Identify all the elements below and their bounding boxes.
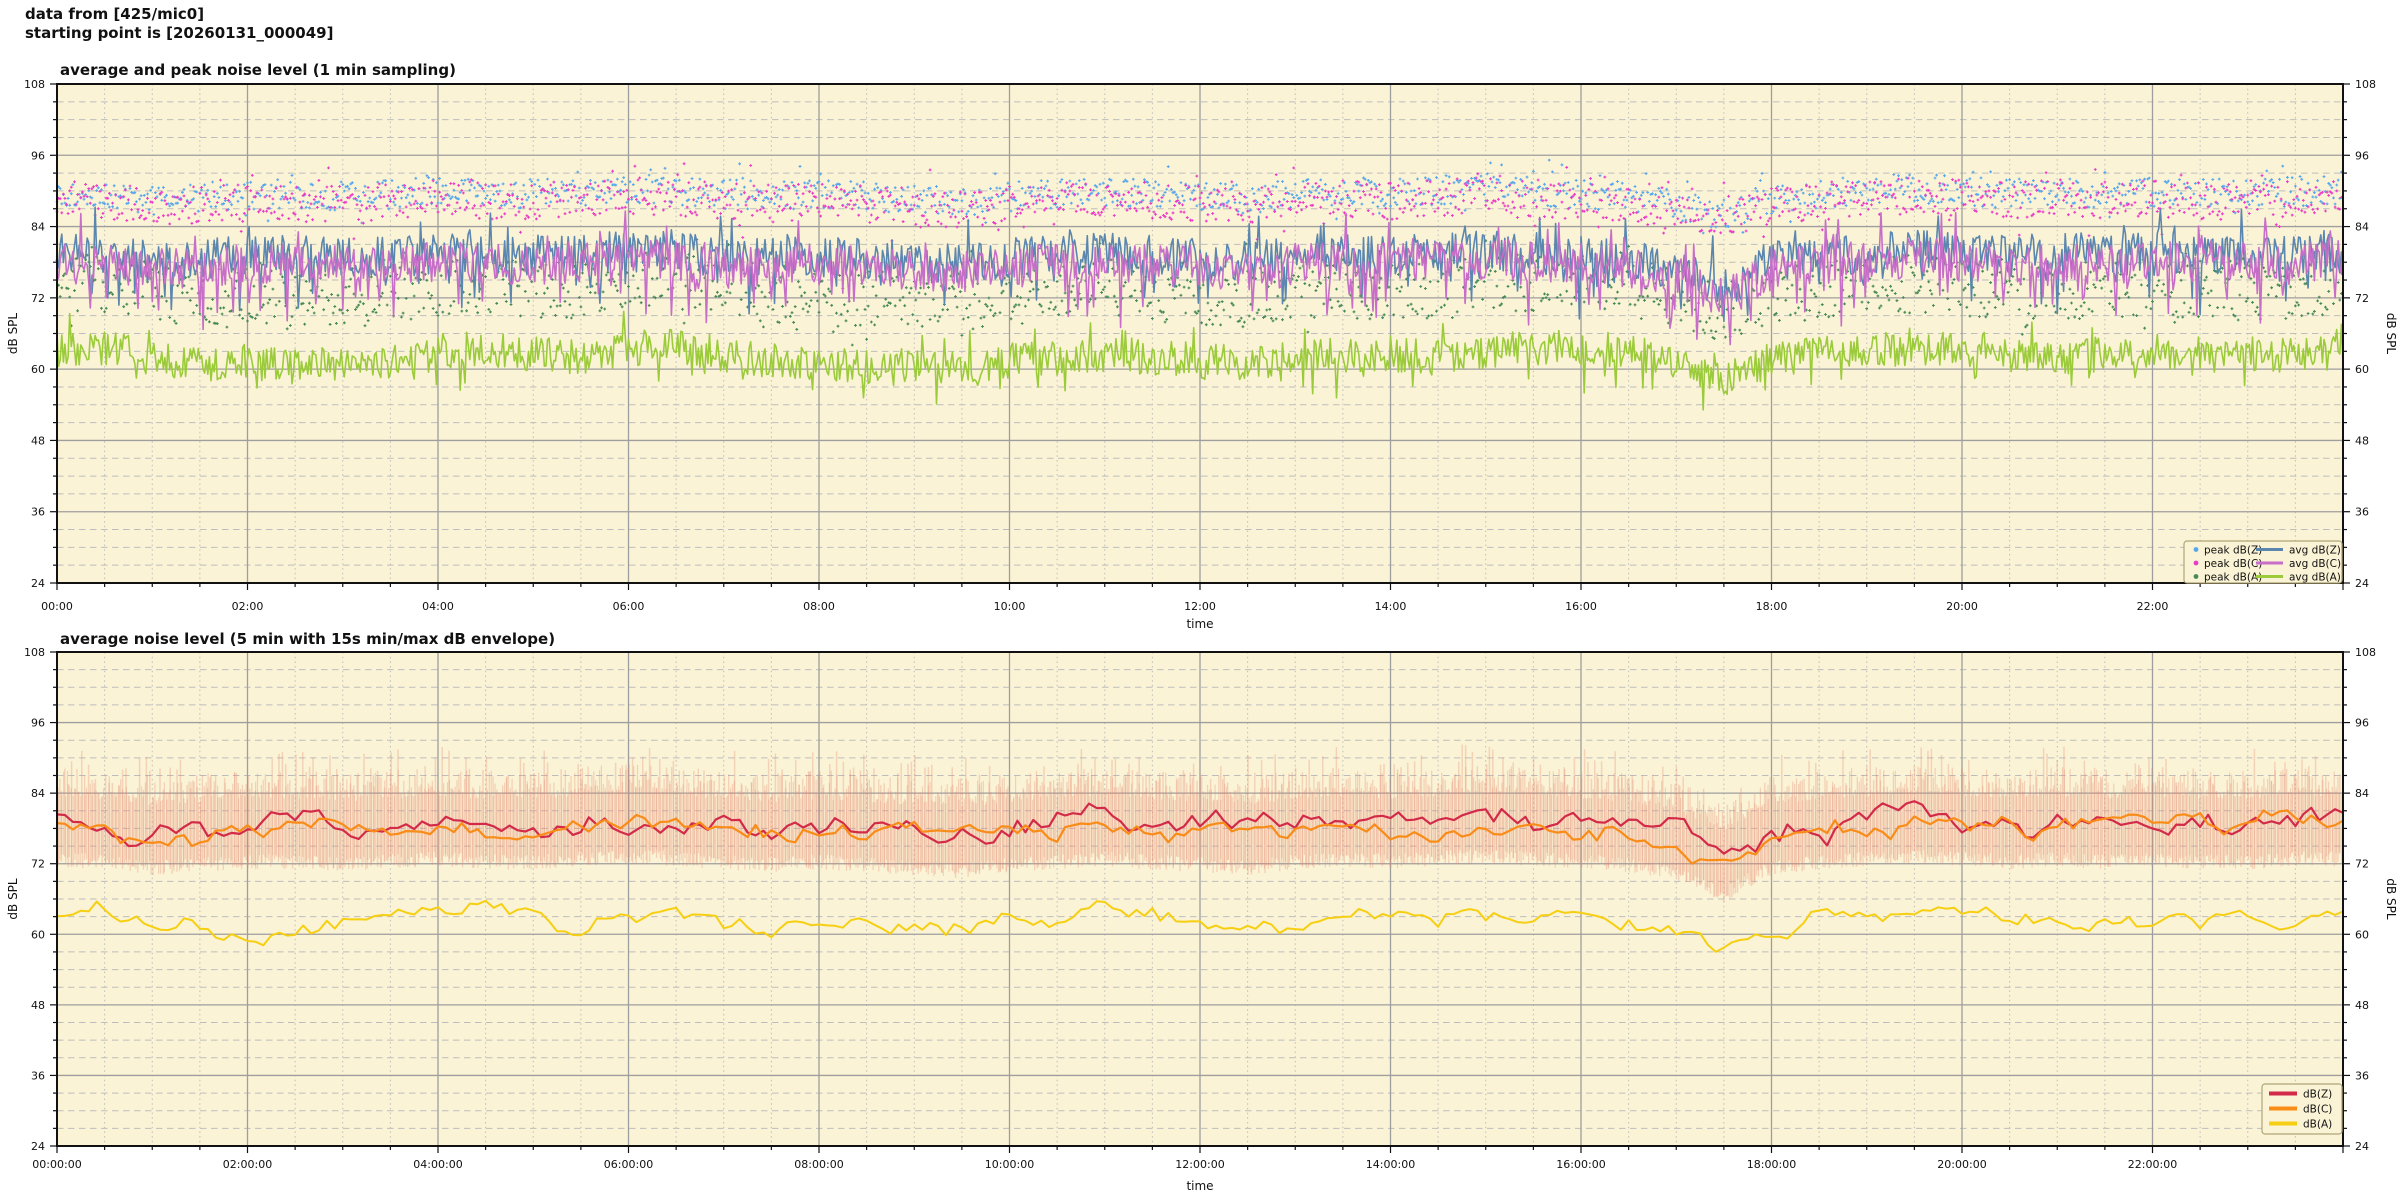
y-axis-title-left: dB SPL xyxy=(6,878,20,920)
x-tick-label: 16:00 xyxy=(1565,600,1597,613)
x-tick-label: 04:00 xyxy=(422,600,454,613)
chart-average-peak: 24 24 36 36 48 48 60 60 72 72 84 84 96 96 108 108 00:00 0… xyxy=(6,61,2398,631)
x-tick-label: 18:00 xyxy=(1756,600,1788,613)
legend-entry-label: avg dB(Z) xyxy=(2289,544,2341,556)
x-tick-label: 10:00:00 xyxy=(985,1158,1034,1171)
legend-entry-label: dB(A) xyxy=(2303,1118,2332,1130)
series-db-c- xyxy=(56,809,2344,865)
chart-title: average noise level (5 min with 15s min/… xyxy=(60,630,555,648)
y-tick-label-right: 60 xyxy=(2355,928,2369,941)
x-tick-label: 08:00 xyxy=(803,600,835,613)
y-tick-label-left: 48 xyxy=(31,434,45,447)
grid-major xyxy=(57,84,2343,583)
y-axis-title-left: dB SPL xyxy=(6,313,20,355)
x-tick-label: 02:00 xyxy=(232,600,264,613)
x-tick-label: 10:00 xyxy=(994,600,1026,613)
y-tick-label-right: 48 xyxy=(2355,434,2369,447)
x-tick-label: 12:00 xyxy=(1184,600,1216,613)
x-tick-label: 14:00 xyxy=(1375,600,1407,613)
legend-entry-label: peak dB(Z) xyxy=(2204,544,2262,556)
y-tick-label-left: 24 xyxy=(31,1140,45,1153)
y-tick-label-left: 108 xyxy=(24,646,45,659)
x-tick-label: 16:00:00 xyxy=(1556,1158,1605,1171)
legend-marker-dot xyxy=(2193,574,2199,579)
header-line-1: data from [425/mic0] xyxy=(25,5,205,23)
grid-major xyxy=(57,652,2343,1146)
x-tick-label: 22:00:00 xyxy=(2128,1158,2177,1171)
legend-entry-label: peak dB(C) xyxy=(2204,558,2262,570)
y-tick-label-left: 96 xyxy=(31,717,45,730)
x-tick-label: 06:00:00 xyxy=(604,1158,653,1171)
y-tick-label-left: 96 xyxy=(31,149,45,162)
series-db-a- xyxy=(56,899,2344,953)
x-axis-title: time xyxy=(1186,617,1213,631)
legend-marker-dot xyxy=(2193,547,2199,552)
figure-header: data from [425/mic0] starting point is [2… xyxy=(25,5,333,43)
legend-marker-dot xyxy=(2193,560,2199,566)
y-tick-label-right: 72 xyxy=(2355,292,2369,305)
y-tick-label-left: 108 xyxy=(24,78,45,91)
x-tick-label: 00:00 xyxy=(41,600,73,613)
y-tick-label-right: 24 xyxy=(2355,577,2369,590)
y-tick-label-right: 72 xyxy=(2355,858,2369,871)
axis-ticks xyxy=(50,83,2350,590)
y-tick-label-right: 60 xyxy=(2355,363,2369,376)
y-tick-label-right: 36 xyxy=(2355,506,2369,519)
legend-entry-label: peak dB(A) xyxy=(2204,571,2262,583)
x-tick-label: 20:00 xyxy=(1946,600,1978,613)
x-tick-label: 06:00 xyxy=(613,600,645,613)
series-db-z- xyxy=(56,800,2344,855)
series-avg-db-c- xyxy=(56,210,2344,346)
y-axis-title-right: dB SPL xyxy=(2384,313,2398,355)
x-tick-label: 14:00:00 xyxy=(1366,1158,1415,1171)
x-tick-label: 08:00:00 xyxy=(794,1158,843,1171)
header-line-2: starting point is [20260131_000049] xyxy=(25,24,334,42)
y-tick-label-right: 108 xyxy=(2355,78,2376,91)
y-tick-label-right: 84 xyxy=(2355,221,2369,234)
y-tick-label-left: 60 xyxy=(31,363,45,376)
y-tick-label-left: 48 xyxy=(31,999,45,1012)
x-tick-label: 04:00:00 xyxy=(413,1158,462,1171)
y-tick-label-left: 36 xyxy=(31,506,45,519)
legend-entry-label: dB(C) xyxy=(2303,1103,2332,1115)
x-tick-label: 18:00:00 xyxy=(1747,1158,1796,1171)
y-tick-label-left: 72 xyxy=(31,292,45,305)
axis-labels: 24 24 36 36 48 48 60 60 72 72 84 84 96 96 108 108 00:00:… xyxy=(24,646,2376,1171)
y-tick-label-left: 72 xyxy=(31,858,45,871)
y-tick-label-left: 84 xyxy=(31,221,45,234)
legend-entry-label: dB(Z) xyxy=(2303,1088,2332,1100)
y-tick-label-right: 96 xyxy=(2355,717,2369,730)
axis-labels: 24 24 36 36 48 48 60 60 72 72 84 84 96 96 108 108 00:00 0… xyxy=(24,78,2376,613)
axis-ticks xyxy=(50,651,2350,1153)
x-tick-label: 02:00:00 xyxy=(223,1158,272,1171)
y-tick-label-left: 60 xyxy=(31,928,45,941)
chart-title: average and peak noise level (1 min samp… xyxy=(60,61,456,79)
y-tick-label-right: 48 xyxy=(2355,999,2369,1012)
y-tick-label-right: 84 xyxy=(2355,787,2369,800)
legend-entry-label: avg dB(C) xyxy=(2289,558,2341,570)
y-tick-label-left: 36 xyxy=(31,1069,45,1082)
y-tick-label-right: 108 xyxy=(2355,646,2376,659)
y-tick-label-right: 36 xyxy=(2355,1069,2369,1082)
chart-average-envelope: 24 24 36 36 48 48 60 60 72 72 84 84 96 96 108 108 00:00:… xyxy=(6,630,2398,1193)
x-tick-label: 22:00 xyxy=(2137,600,2169,613)
x-axis-title: time xyxy=(1186,1179,1213,1193)
y-tick-label-left: 84 xyxy=(31,787,45,800)
legend: peak dB(Z) avg dB(Z) peak dB(C) avg dB(C) pe… xyxy=(2183,540,2343,584)
x-tick-label: 20:00:00 xyxy=(1937,1158,1986,1171)
x-tick-label: 00:00:00 xyxy=(32,1158,81,1171)
y-axis-title-right: dB SPL xyxy=(2384,878,2398,920)
series-avg-db-a- xyxy=(56,310,2344,411)
x-tick-label: 12:00:00 xyxy=(1175,1158,1224,1171)
y-tick-label-right: 24 xyxy=(2355,1140,2369,1153)
legend: dB(Z) dB(C) dB(A) xyxy=(2261,1083,2343,1135)
y-tick-label-right: 96 xyxy=(2355,149,2369,162)
y-tick-label-left: 24 xyxy=(31,577,45,590)
legend-entry-label: avg dB(A) xyxy=(2289,571,2341,583)
